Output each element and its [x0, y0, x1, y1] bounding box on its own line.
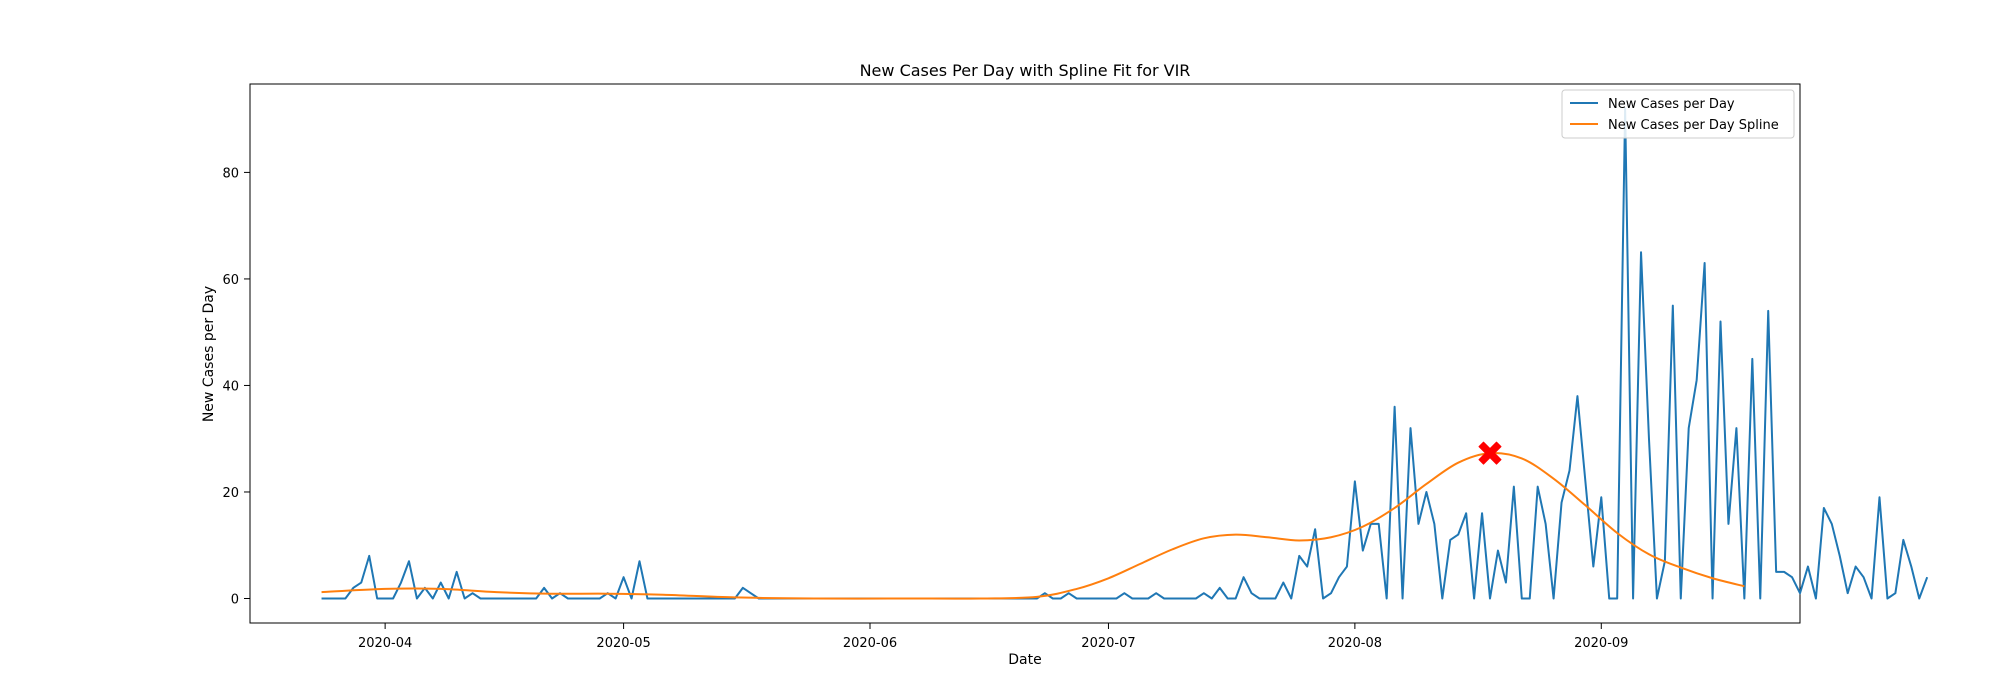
legend-label-new-cases: New Cases per Day: [1608, 97, 1735, 112]
x-axis: 2020-04 2020-05 2020-06 2020-07 2020-08 2020-…: [358, 623, 1628, 651]
x-tick-label: 2020-04: [358, 636, 412, 651]
series-line-spline: [321, 451, 1745, 600]
x-tick-label: 2020-06: [843, 636, 897, 651]
legend-label-spline: New Cases per Day Spline: [1608, 118, 1779, 133]
plot-area-frame: [249, 83, 1801, 624]
series-line-new-cases: [321, 107, 1929, 600]
y-axis-label: New Cases per Day: [201, 286, 217, 422]
legend: New Cases per Day New Cases per Day Spli…: [1561, 89, 1795, 139]
x-tick-label: 2020-09: [1574, 636, 1628, 651]
x-axis-label: Date: [1008, 652, 1041, 668]
x-tick-label: 2020-08: [1328, 636, 1382, 651]
y-tick-label: 80: [222, 166, 239, 181]
chart-title: New Cases Per Day with Spline Fit for VI…: [860, 61, 1191, 80]
y-tick-label: 60: [222, 273, 239, 288]
x-tick-label: 2020-07: [1081, 636, 1135, 651]
peak-x-marker: [1478, 441, 1502, 465]
legend-box: [1561, 89, 1795, 139]
annotation-layer: [1478, 441, 1502, 465]
y-tick-label: 20: [222, 486, 239, 501]
y-axis: 0 20 40 60 80: [222, 166, 250, 608]
series-layer: [321, 107, 1929, 600]
x-tick-label: 2020-05: [596, 636, 650, 651]
y-tick-label: 0: [231, 593, 239, 608]
y-tick-label: 40: [222, 379, 239, 394]
